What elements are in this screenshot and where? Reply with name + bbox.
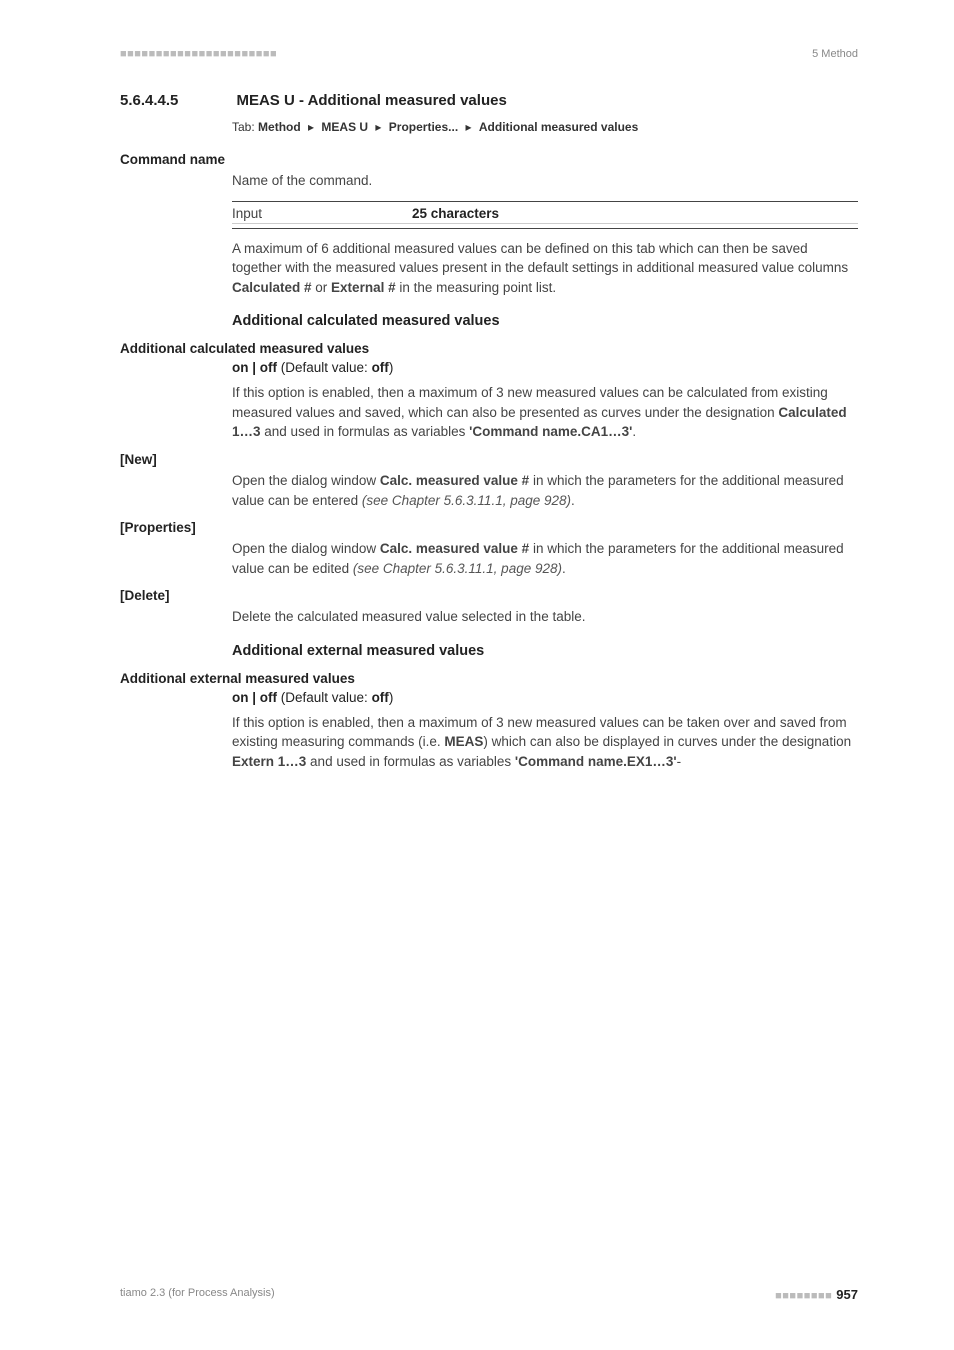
header-chapter: 5 Method (812, 48, 858, 60)
tab-breadcrumb: Tab: Method ▸ MEAS U ▸ Properties... ▸ A… (232, 120, 858, 134)
calc-sub-label: Additional calculated measured values (120, 341, 858, 356)
properties-desc-bold: Calc. measured value # (380, 541, 529, 556)
properties-desc-c: . (562, 561, 566, 576)
param-command-name-desc: Name of the command. (232, 171, 858, 191)
ext-desc-bold2: Extern 1…3 (232, 754, 306, 769)
new-desc: Open the dialog window Calc. measured va… (232, 471, 858, 510)
footer-left: tiamo 2.3 (for Process Analysis) (120, 1287, 275, 1302)
new-desc-c: . (571, 493, 575, 508)
ext-onoff-a: on | off (232, 690, 277, 705)
tab-prefix: Tab: (232, 120, 255, 134)
properties-label: [Properties] (120, 520, 858, 535)
ext-desc-d: - (677, 754, 682, 769)
calc-desc-bold2: 'Command name.CA1…3' (469, 424, 632, 439)
properties-ref: (see Chapter 5.6.3.11.1, page 928) (353, 561, 562, 576)
note-c: in the measuring point list. (396, 280, 557, 295)
new-label: [New] (120, 452, 858, 467)
tab-part-0: Method (258, 120, 301, 134)
calc-desc-a: If this option is enabled, then a maximu… (232, 385, 828, 420)
note-b: or (312, 280, 332, 295)
footer-page: 957 (836, 1287, 858, 1302)
ext-onoff-c: off (372, 690, 389, 705)
tab-part-3: Additional measured values (479, 120, 638, 134)
page-footer: tiamo 2.3 (for Process Analysis) ■■■■■■■… (120, 1287, 858, 1302)
ext-onoff: on | off (Default value: off) (232, 690, 858, 705)
calc-desc: If this option is enabled, then a maximu… (232, 383, 858, 442)
ext-desc-c: and used in formulas as variables (306, 754, 515, 769)
input-row: Input 25 characters (232, 201, 858, 229)
input-label: Input (232, 206, 412, 221)
calc-desc-c: . (632, 424, 636, 439)
section-number: 5.6.4.4.5 (120, 92, 232, 109)
note-bold1: Calculated # (232, 280, 312, 295)
ext-desc-b: ) which can also be displayed in curves … (483, 734, 851, 749)
ext-onoff-d: ) (389, 690, 394, 705)
tab-sep-1: ▸ (375, 120, 381, 134)
new-desc-a: Open the dialog window (232, 473, 380, 488)
note-a: A maximum of 6 additional measured value… (232, 241, 848, 276)
calc-onoff: on | off (Default value: off) (232, 360, 858, 375)
delete-label: [Delete] (120, 588, 858, 603)
ext-sub-label: Additional external measured values (120, 671, 858, 686)
calc-desc-b: and used in formulas as variables (261, 424, 470, 439)
note-bold2: External # (331, 280, 396, 295)
calc-onoff-c: off (372, 360, 389, 375)
calc-onoff-a: on | off (232, 360, 277, 375)
footer-dashes: ■■■■■■■■ (775, 1290, 832, 1302)
tab-sep-0: ▸ (308, 120, 314, 134)
tab-part-1: MEAS U (321, 120, 368, 134)
new-desc-bold: Calc. measured value # (380, 473, 529, 488)
properties-desc: Open the dialog window Calc. measured va… (232, 539, 858, 578)
param-command-name-label: Command name (120, 152, 858, 167)
calc-onoff-b: (Default value: (277, 360, 372, 375)
ext-subhead: Additional external measured values (232, 643, 858, 659)
header-dashes: ■■■■■■■■■■■■■■■■■■■■■■ (120, 48, 277, 60)
section-heading: 5.6.4.4.5 MEAS U - Additional measured v… (120, 92, 858, 110)
new-ref: (see Chapter 5.6.3.11.1, page 928) (362, 493, 571, 508)
delete-desc: Delete the calculated measured value sel… (232, 607, 858, 627)
ext-desc: If this option is enabled, then a maximu… (232, 713, 858, 772)
properties-desc-a: Open the dialog window (232, 541, 380, 556)
ext-onoff-b: (Default value: (277, 690, 372, 705)
section-title: MEAS U - Additional measured values (236, 92, 506, 109)
tab-sep-2: ▸ (466, 120, 472, 134)
page-header: ■■■■■■■■■■■■■■■■■■■■■■ 5 Method (120, 48, 858, 60)
tab-part-2: Properties... (389, 120, 458, 134)
command-name-note: A maximum of 6 additional measured value… (232, 239, 858, 298)
calc-subhead: Additional calculated measured values (232, 313, 858, 329)
ext-desc-bold1: MEAS (444, 734, 483, 749)
calc-onoff-d: ) (389, 360, 394, 375)
ext-desc-bold3: 'Command name.EX1…3' (515, 754, 677, 769)
input-value: 25 characters (412, 206, 499, 221)
footer-right: ■■■■■■■■ 957 (775, 1287, 858, 1302)
